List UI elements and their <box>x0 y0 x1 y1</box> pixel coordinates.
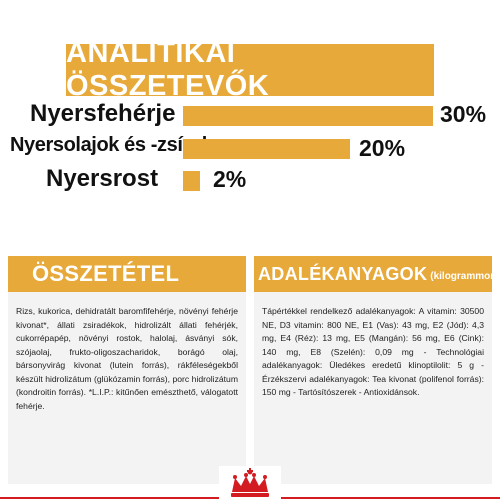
analysis-label: Nyersfehérje <box>30 100 176 127</box>
brand-logo <box>219 466 281 500</box>
analysis-label: Nyersrost <box>46 165 159 192</box>
analytics-title: ANALITIKAI ÖSSZETEVŐK <box>66 37 434 102</box>
composition-panel: ÖSSZETÉTEL Rizs, kukorica, dehidratált b… <box>8 256 246 484</box>
analysis-value: 20% <box>359 135 406 161</box>
analysis-bar <box>183 139 350 159</box>
analysis-row-fiber: Nyersrost 2% <box>0 0 500 192</box>
analysis-row-protein: Nyersfehérje 30% <box>0 0 500 127</box>
analysis-value: 30% <box>440 101 487 127</box>
analysis-row-fat: Nyersolajok és -zsírok 20% <box>0 0 500 161</box>
composition-header: ÖSSZETÉTEL <box>8 256 246 292</box>
analysis-bar <box>183 171 200 191</box>
composition-title: ÖSSZETÉTEL <box>32 261 180 286</box>
analysis-bar <box>183 106 433 126</box>
crown-icon <box>231 468 269 497</box>
composition-text: Rizs, kukorica, dehidratált baromfifehér… <box>8 292 246 484</box>
additives-text: Tápértékkel rendelkező adalékanyagok: A … <box>254 292 492 484</box>
additives-header: ADALÉKANYAGOK (kilogrammonként) <box>254 256 500 292</box>
additives-title: ADALÉKANYAGOK <box>258 263 428 284</box>
additives-subtitle: (kilogrammonként) <box>430 270 500 282</box>
analysis-value: 2% <box>213 166 247 192</box>
additives-panel: ADALÉKANYAGOK (kilogrammonként) Tápérték… <box>254 256 500 484</box>
analysis-label: Nyersolajok és -zsírok <box>10 134 213 156</box>
